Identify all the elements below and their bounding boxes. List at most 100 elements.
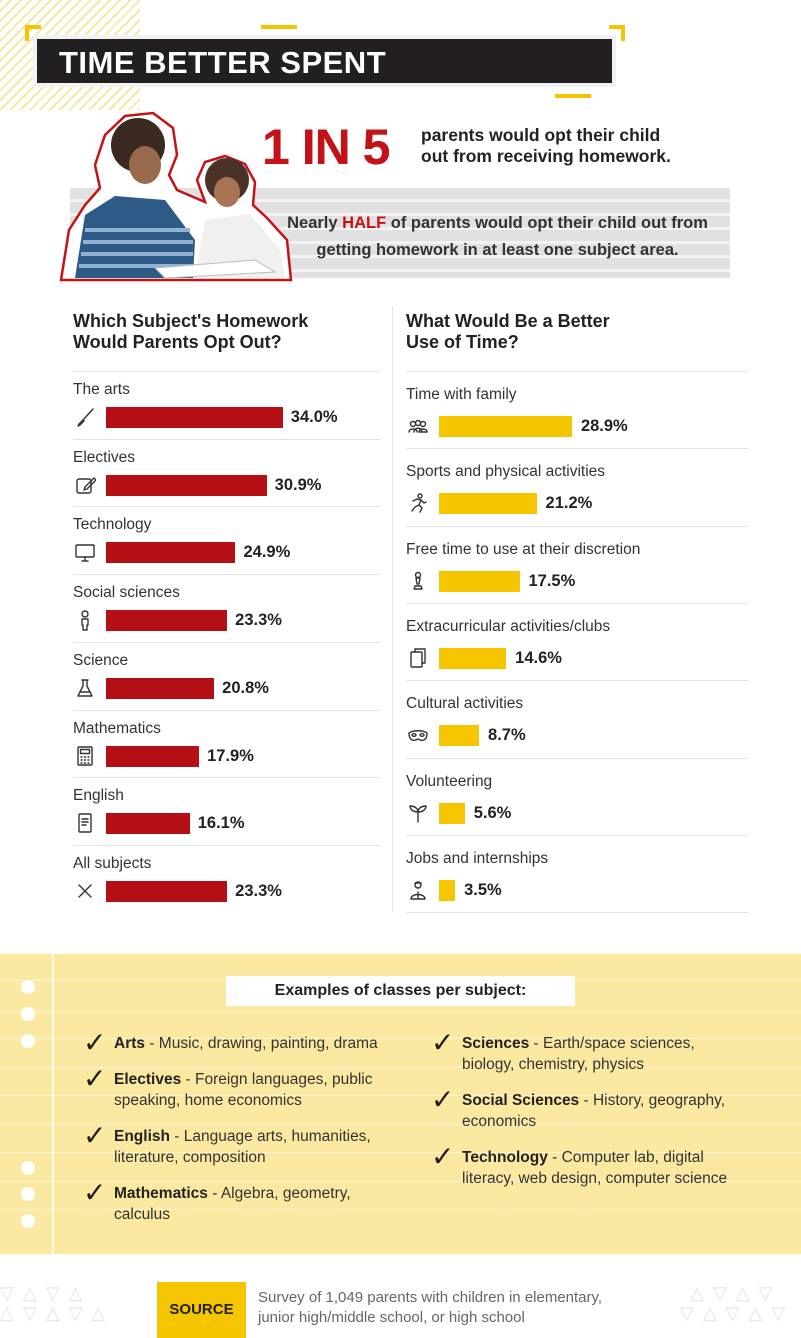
row-divider [73, 777, 380, 779]
corner-accent [25, 25, 29, 41]
example-item: Technology - Computer lab, digital litera… [462, 1147, 762, 1189]
corner-accent [25, 25, 41, 29]
bar [106, 407, 283, 428]
corner-accent [261, 25, 297, 29]
x-icon [74, 880, 96, 902]
bar-category-label: Mathematics [73, 719, 161, 737]
triangle-pattern: △ ▽ △ ▽ [690, 1283, 775, 1303]
bar-category-label: All subjects [73, 854, 152, 872]
panel-rule [0, 1209, 801, 1210]
row-divider [406, 525, 748, 527]
bar-category-label: Sports and physical activities [406, 463, 606, 481]
right-column-title: What Would Be a Better Use of Time? [406, 311, 610, 353]
example-desc: - Music, drawing, painting, drama [145, 1035, 378, 1052]
example-subject: Electives [114, 1071, 182, 1088]
bar-category-label: English [73, 787, 124, 805]
half-post: of parents would opt their child out fro… [386, 214, 708, 232]
example-item: Electives - Foreign languages, public spe… [114, 1069, 414, 1111]
row-divider [406, 448, 748, 450]
bar-value-label: 20.8% [222, 678, 269, 697]
row-divider [73, 844, 380, 846]
example-subject: Social Sciences [462, 1092, 580, 1109]
panel-rule [0, 1181, 801, 1182]
big-stat: 1 IN 5 [262, 119, 390, 175]
half-highlight: HALF [342, 214, 387, 232]
bar-value-label: 16.1% [197, 814, 245, 833]
bar-category-label: Science [73, 651, 129, 669]
chess-pawn-icon [407, 570, 429, 592]
row-divider [406, 912, 748, 914]
checkmark-icon: ✓ [83, 1063, 107, 1094]
example-desc: - Computer lab, digital [547, 1149, 704, 1166]
notebook-hole [21, 1007, 35, 1021]
person-icon [74, 609, 96, 631]
bar [106, 677, 215, 699]
examples-panel [0, 954, 801, 1254]
checkmark-icon: ✓ [83, 1177, 107, 1208]
bar [439, 493, 537, 515]
row-divider [73, 506, 380, 508]
panel-rule [0, 1124, 801, 1125]
panel-rule [0, 1152, 801, 1153]
stat-text: parents would opt their child out from r… [421, 125, 671, 167]
row-divider [406, 602, 748, 604]
bar [439, 570, 520, 592]
example-subject: Mathematics [114, 1185, 208, 1202]
example-desc-cont: economics [462, 1113, 537, 1130]
panel-rule [0, 1038, 801, 1039]
bar-value-label: 14.6% [515, 648, 562, 667]
bar [106, 813, 190, 835]
checkmark-icon: ✓ [83, 1120, 107, 1151]
left-column-title: Which Subject's Homework Would Parents O… [73, 311, 308, 353]
bar-value-label: 34.0% [290, 408, 338, 426]
notebook-hole [21, 1214, 35, 1228]
row-divider [406, 834, 748, 836]
half-line-2: getting homework in at least one subject… [316, 241, 679, 259]
example-desc: - History, geography, [579, 1092, 726, 1109]
source-label: SOURCE [157, 1282, 246, 1338]
notebook-hole [21, 1161, 35, 1175]
checkmark-icon: ✓ [431, 1084, 455, 1115]
bar-category-label: Social sciences [73, 584, 180, 602]
corner-accent [621, 25, 625, 41]
bar-value-label: 3.5% [464, 880, 502, 899]
source-line-1: Survey of 1,049 parents with children in… [258, 1289, 603, 1306]
corner-accent [609, 25, 625, 29]
example-desc-cont: speaking, home economics [114, 1092, 302, 1109]
checkmark-icon: ✓ [431, 1141, 455, 1172]
row-divider [73, 371, 380, 372]
family-icon [407, 415, 429, 437]
monitor-icon [74, 541, 96, 563]
example-desc: - Algebra, geometry, [207, 1185, 351, 1202]
panel-rule [0, 1095, 801, 1096]
bar-value-label: 5.6% [473, 803, 512, 822]
bar [106, 745, 200, 767]
right-title-line-1: What Would Be a Better [406, 311, 610, 331]
checkmark-icon: ✓ [83, 1027, 107, 1058]
bar-category-label: Free time to use at their discretion [406, 540, 641, 558]
row-divider [406, 371, 748, 372]
notebook-hole [21, 1187, 35, 1201]
bar-value-label: 23.3% [235, 611, 282, 630]
bar-category-label: The arts [73, 381, 130, 398]
stat-line-2: out from receiving homework. [421, 146, 671, 166]
bar-category-label: Volunteering [406, 772, 493, 790]
notebook-hole [21, 980, 35, 994]
bar [439, 879, 456, 901]
row-divider [73, 438, 380, 440]
calculator-icon [74, 745, 96, 767]
page-title: TIME BETTER SPENT [59, 45, 387, 80]
notebook-hole [21, 1034, 35, 1048]
example-subject: Technology [462, 1149, 548, 1166]
bar-value-label: 17.5% [528, 571, 576, 590]
panel-rule [0, 1011, 801, 1012]
example-desc: - Foreign languages, public [181, 1071, 373, 1088]
panel-rule [0, 1067, 801, 1068]
corner-accent [555, 94, 591, 98]
example-desc: - Language arts, humanities, [169, 1128, 371, 1145]
bar [106, 610, 228, 632]
bar-category-label: Cultural activities [406, 695, 524, 713]
bar [106, 542, 236, 564]
left-title-line-2: Would Parents Opt Out? [73, 332, 282, 352]
bar [106, 880, 228, 902]
